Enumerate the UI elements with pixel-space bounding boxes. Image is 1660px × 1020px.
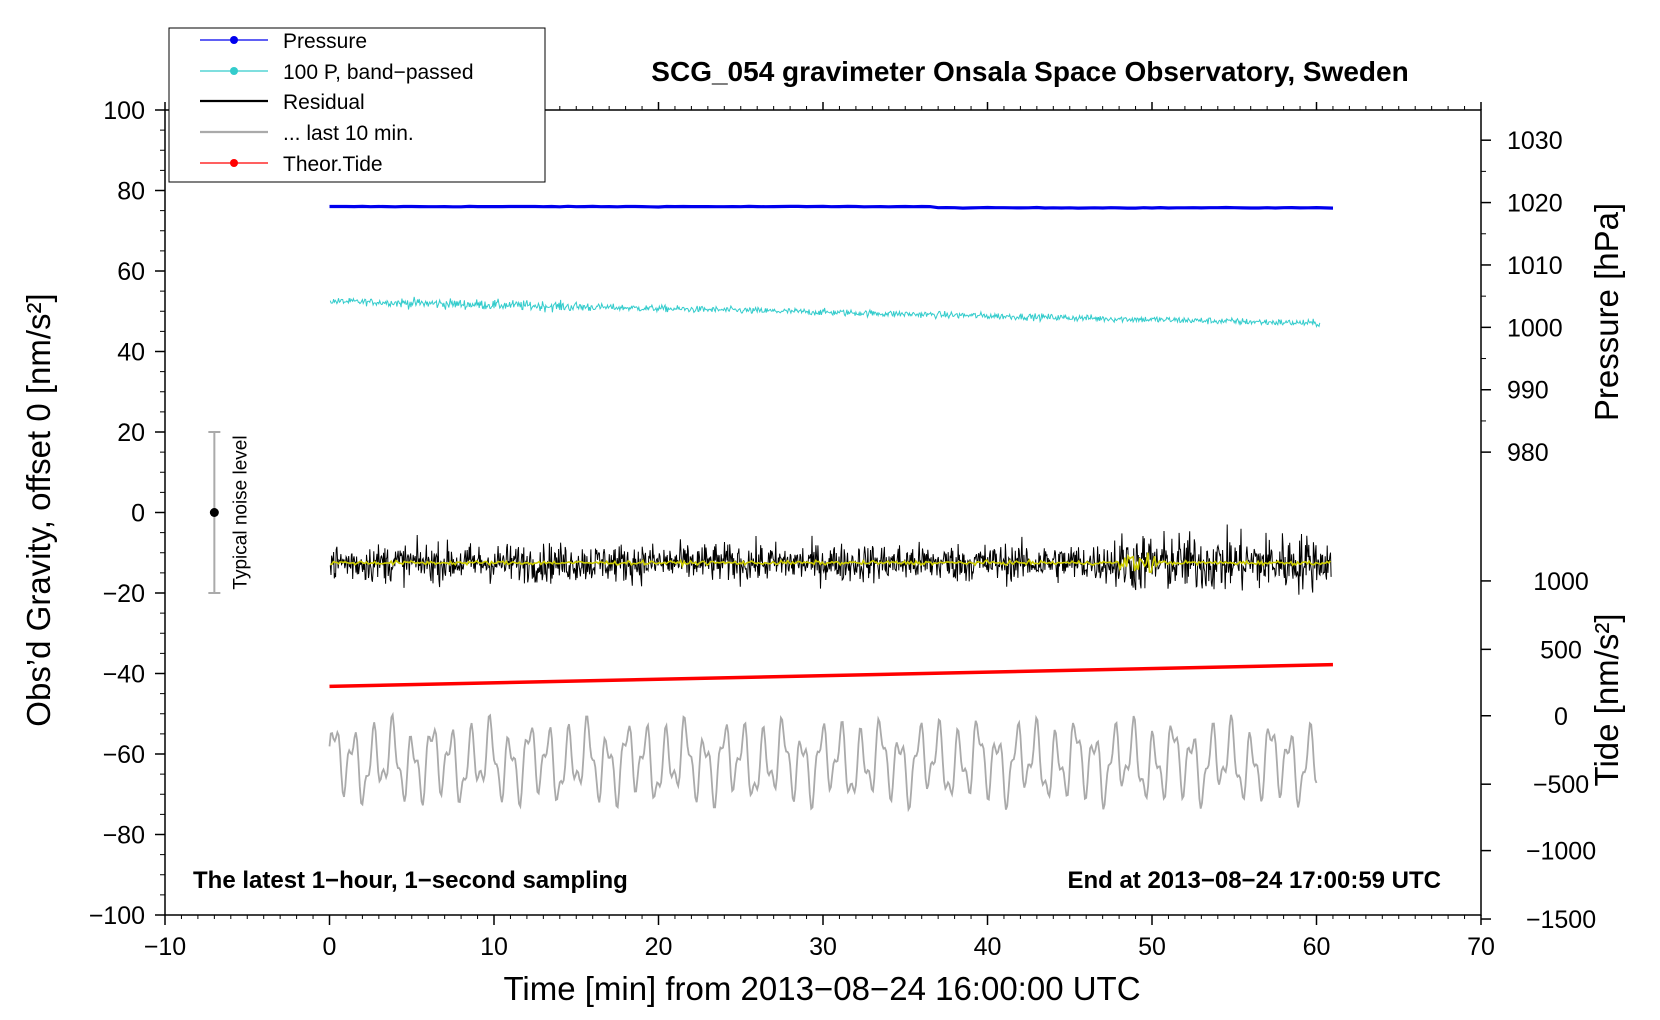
- y-tick-label: 100: [103, 97, 145, 125]
- y-tick-label: 60: [117, 258, 145, 286]
- chart-title: SCG_054 gravimeter Onsala Space Observat…: [651, 56, 1408, 87]
- legend-entry-last-10-min: ... last 10 min.: [200, 122, 414, 145]
- noise-bar-label: Typical noise level: [230, 435, 251, 589]
- legend-entry-theor-tide: Theor.Tide: [200, 153, 383, 176]
- y-tick-label: 40: [117, 339, 145, 367]
- legend-label-pressure: Pressure: [283, 30, 367, 53]
- tide-tick-label: −500: [1533, 771, 1589, 799]
- pressure-axis-title: Pressure [hPa]: [1588, 203, 1625, 421]
- pressure-tick-label: 980: [1507, 439, 1549, 467]
- legend-label-last-10-min: ... last 10 min.: [283, 122, 414, 145]
- y-tick-label: −60: [103, 741, 145, 769]
- legend-label-residual: Residual: [283, 91, 365, 114]
- y-tick-label: −80: [103, 822, 145, 850]
- note-latest-hour: The latest 1−hour, 1−second sampling: [193, 867, 628, 894]
- legend-box: [168, 27, 546, 183]
- legend-marker-band-passed: [230, 67, 238, 75]
- tide-axis-title: Tide [nm/s²]: [1588, 614, 1625, 787]
- x-tick-label: 70: [1467, 933, 1495, 961]
- legend-label-band-passed: 100 P, band−passed: [283, 61, 474, 84]
- legend: Pressure 100 P, band−passed Residual ...…: [168, 27, 546, 183]
- axes-layer: −10 0 10 20 30 40 50 60 70−100−80−60−40−20020406…: [89, 97, 1596, 961]
- x-tick-label: 50: [1138, 933, 1166, 961]
- y-tick-label: 20: [117, 419, 145, 447]
- x-tick-label: 60: [1303, 933, 1331, 961]
- y-tick-label: −100: [89, 902, 145, 930]
- legend-marker-pressure: [230, 36, 238, 44]
- pressure-tick-label: 1010: [1507, 252, 1563, 280]
- legend-entry-band-passed: 100 P, band−passed: [200, 61, 474, 84]
- noise-bar-center-dot: [209, 508, 219, 517]
- x-tick-label: −10: [144, 933, 186, 961]
- x-tick-label: 20: [645, 933, 673, 961]
- note-end-time: End at 2013−08−24 17:00:59 UTC: [1067, 867, 1441, 894]
- pressure-tick-label: 1020: [1507, 190, 1563, 218]
- y-tick-label: −40: [103, 661, 145, 689]
- x-tick-label: 0: [323, 933, 337, 961]
- pressure-tick-label: 990: [1507, 377, 1549, 405]
- residual-smoothed-line: [330, 552, 1332, 573]
- x-tick-label: 40: [974, 933, 1002, 961]
- tide-tick-label: −1500: [1526, 906, 1596, 934]
- y-tick-label: −20: [103, 580, 145, 608]
- noise-level-indicator: Typical noise level: [208, 431, 251, 594]
- tide-tick-label: −1000: [1526, 838, 1596, 866]
- legend-entry-pressure: Pressure: [200, 30, 367, 53]
- band-passed-pressure-line: [329, 296, 1321, 328]
- y-tick-label: 0: [131, 500, 145, 528]
- legend-entry-residual: Residual: [200, 91, 365, 114]
- y-tick-label: 80: [117, 178, 145, 206]
- pressure-tick-label: 1030: [1507, 127, 1563, 155]
- x-axis-title: Time [min] from 2013−08−24 16:00:00 UTC: [503, 970, 1140, 1007]
- legend-label-theor-tide: Theor.Tide: [283, 153, 383, 176]
- plot-data-layer: [328, 204, 1334, 813]
- legend-marker-theor-tide: [230, 159, 238, 167]
- pressure-line: [329, 204, 1334, 210]
- y-axis-title: Obs’d Gravity, offset 0 [nm/s²]: [20, 293, 57, 726]
- x-tick-label: 10: [480, 933, 508, 961]
- last-10-min-line: [328, 711, 1318, 813]
- theor-tide-line: [329, 662, 1333, 689]
- tide-tick-label: 1000: [1533, 568, 1589, 596]
- tide-tick-label: 500: [1540, 636, 1582, 664]
- x-tick-label: 30: [809, 933, 837, 961]
- pressure-tick-label: 1000: [1507, 314, 1563, 342]
- tide-tick-label: 0: [1554, 703, 1568, 731]
